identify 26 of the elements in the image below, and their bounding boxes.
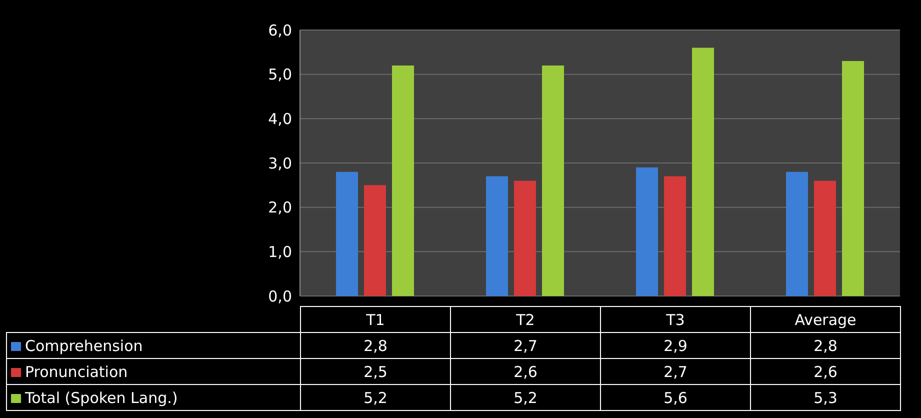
data-label: 5,2 xyxy=(300,384,450,410)
y-tick-label: 4,0 xyxy=(268,110,292,128)
data-label: 2,7 xyxy=(600,358,750,384)
data-label: 2,8 xyxy=(300,332,450,358)
y-tick-label: 6,0 xyxy=(268,21,292,40)
data-label: 2,7 xyxy=(450,332,600,358)
x-tick-label: T1 xyxy=(300,306,450,332)
legend-label: Total (Spoken Lang.) xyxy=(6,384,300,410)
data-label: 5,6 xyxy=(600,384,750,410)
data-label: 2,8 xyxy=(750,332,900,358)
x-tick-label: T3 xyxy=(600,306,750,332)
data-label: 2,6 xyxy=(750,358,900,384)
data-label: 5,2 xyxy=(450,384,600,410)
y-tick-label: 0,0 xyxy=(268,287,292,306)
data-label: 2,6 xyxy=(450,358,600,384)
data-label: 5,3 xyxy=(750,384,900,410)
y-tick-label: 5,0 xyxy=(268,66,292,84)
legend-label: Pronunciation xyxy=(6,358,300,384)
x-tick-label: T2 xyxy=(450,306,600,332)
x-tick-label: Average xyxy=(750,306,900,332)
y-tick-label: 1,0 xyxy=(268,242,292,261)
data-label: 2,5 xyxy=(300,358,450,384)
data-label: 2,9 xyxy=(600,332,750,358)
y-tick-label: 3,0 xyxy=(268,154,292,172)
legend-label: Comprehension xyxy=(6,332,300,358)
y-tick-label: 2,0 xyxy=(268,198,292,217)
